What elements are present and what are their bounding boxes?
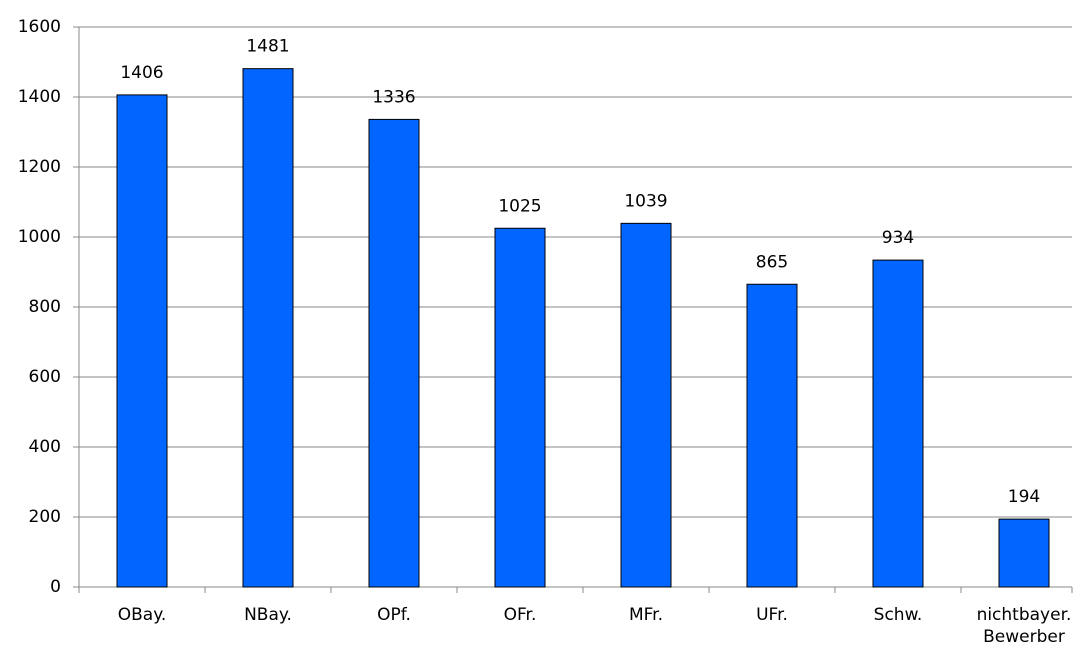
y-tick-label: 0	[50, 577, 61, 597]
x-tick-label: nichtbayer. Bewerber	[976, 605, 1072, 647]
bar	[494, 227, 546, 588]
bar	[116, 94, 168, 588]
bar	[242, 68, 294, 588]
y-tick-label: 600	[29, 367, 61, 387]
bar	[368, 118, 420, 588]
value-label: 1406	[120, 63, 163, 83]
bar	[872, 259, 924, 588]
y-tick-label: 1000	[18, 227, 61, 247]
y-tick-label: 1200	[18, 157, 61, 177]
x-tick-label: Schw.	[873, 605, 923, 625]
x-tick-label: MFr.	[628, 605, 664, 625]
bar	[620, 222, 672, 588]
value-label: 1481	[246, 37, 289, 57]
y-tick-label: 1600	[18, 17, 61, 37]
x-tick-label: UFr.	[756, 605, 788, 625]
x-tick-label: OBay.	[117, 605, 167, 625]
x-tick-label: OFr.	[503, 605, 537, 625]
y-tick-label: 800	[29, 297, 61, 317]
x-tick-label: OPf.	[377, 605, 411, 625]
x-tick-label: NBay.	[244, 605, 292, 625]
y-tick-label: 200	[29, 507, 61, 527]
bar	[998, 518, 1050, 588]
value-label: 1025	[498, 196, 541, 216]
value-label: 1039	[624, 191, 667, 211]
y-tick-label: 400	[29, 437, 61, 457]
value-label: 1336	[372, 87, 415, 107]
y-tick-label: 1400	[18, 87, 61, 107]
value-label: 934	[882, 228, 914, 248]
value-label: 865	[756, 252, 788, 272]
value-label: 194	[1008, 487, 1040, 507]
bar	[746, 283, 798, 588]
